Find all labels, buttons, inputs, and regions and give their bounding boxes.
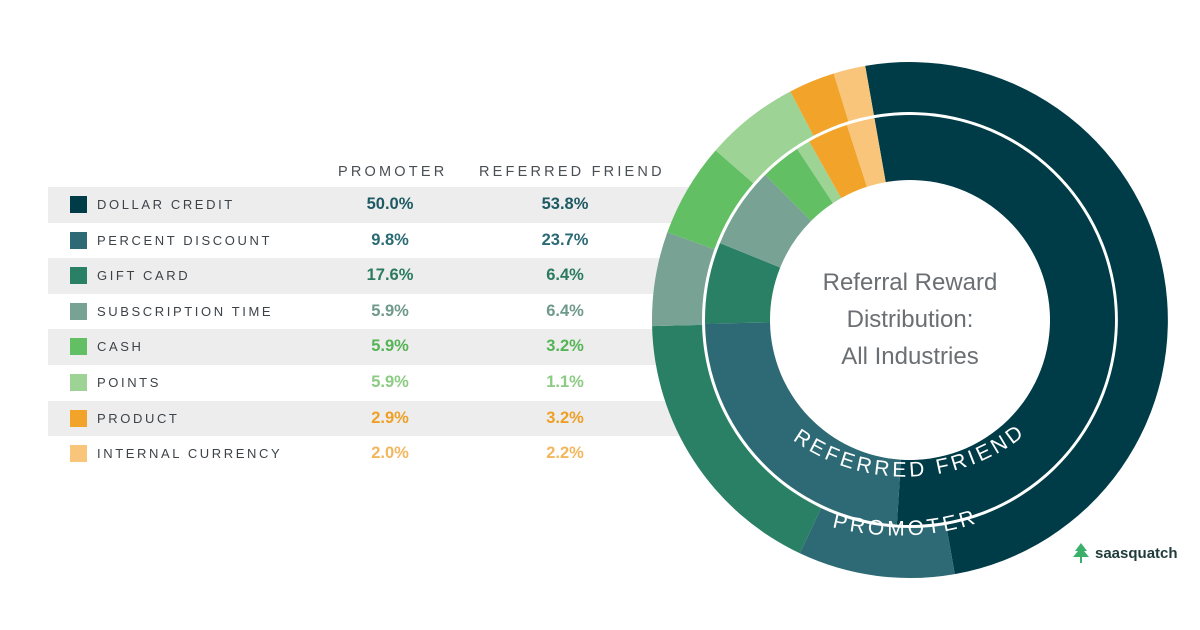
promoter-slice-percent-discount [799,508,955,578]
chart-title-line: Distribution: [847,306,974,333]
column-header-promoter: PROMOTER [338,164,448,180]
table-row: PERCENT DISCOUNT 9.8% 23.7% [48,223,688,259]
category-label: PERCENT DISCOUNT [97,232,272,248]
promoter-ring [652,62,1168,578]
category-label: POINTS [97,374,161,390]
referred-friend-slice-percent-discount [705,322,902,525]
referred-friend-slice-gift-card [705,243,781,324]
promoter-slice-product [790,73,849,136]
referred-friend-slice-points [797,141,842,204]
legend-swatch [70,409,87,427]
category-label: CASH [97,339,144,355]
promoter-value: 50.0% [366,195,414,213]
table-row: DOLLAR CREDIT 50.0% 53.8% [48,187,688,223]
legend-swatch [70,302,87,320]
chart-title-line: Referral Reward [823,269,998,296]
chart-title-line: All Industries [841,343,978,370]
promoter-slice-gift-card [652,324,822,554]
legend-swatch [70,338,87,356]
chart-title: Referral Reward Distribution: All Industri… [823,269,998,370]
legend-table: DOLLAR CREDIT 50.0% 53.8% PERCENT DISCOUNT 9… [48,187,688,472]
referred-friend-value: 1.1% [546,372,584,391]
promoter-value: 2.9% [371,408,409,427]
legend-swatch [70,445,87,463]
brand-logo: saasquatch [1072,543,1178,563]
referred-friend-slice-subscription-time [719,174,812,268]
table-row: POINTS 5.9% 1.1% [48,365,688,401]
referred-friend-value: 6.4% [546,266,584,285]
referred-friend-value: 53.8% [541,195,589,213]
referred-friend-slice-internal-currency [846,118,886,187]
table-row: SUBSCRIPTION TIME 5.9% 6.4% [48,294,688,330]
category-label: SUBSCRIPTION TIME [97,303,274,319]
table-row: INTERNAL CURRENCY 2.0% 2.2% [48,436,688,472]
promoter-slice-points [715,91,814,184]
promoter-value: 5.9% [371,301,409,320]
table-row: GIFT CARD 17.6% 6.4% [48,258,688,294]
category-label: PRODUCT [97,410,180,426]
promoter-value: 17.6% [366,266,414,285]
column-header-referred-friend: REFERRED FRIEND [479,164,665,180]
promoter-value: 5.9% [371,372,409,391]
category-label: DOLLAR CREDIT [97,197,235,212]
table-row: CASH 5.9% 3.2% [48,329,688,365]
referred-friend-value: 3.2% [546,337,584,356]
referred-friend-slice-cash [765,148,833,221]
table-row: PRODUCT 2.9% 3.2% [48,400,688,437]
referred-friend-slice-product [809,124,867,199]
category-label: GIFT CARD [97,268,191,284]
donut-chart: Referral Reward Distribution: All Industri… [652,62,1168,578]
referred-friend-value: 3.2% [546,408,584,427]
referred-friend-ring [705,115,1115,526]
tree-icon [1073,543,1089,563]
brand-name: saasquatch [1095,544,1178,562]
referred-friend-value: 6.4% [546,301,584,320]
referred-friend-slice-dollar-credit [874,115,1115,526]
referred-friend-value: 23.7% [541,230,589,249]
promoter-slice-internal-currency [833,65,874,122]
category-label: INTERNAL CURRENCY [97,446,283,462]
promoter-slice-subscription-time [652,232,715,327]
promoter-value: 5.9% [371,337,409,356]
referred-friend-value: 2.2% [546,444,584,463]
legend-swatch [70,196,87,213]
legend-swatch [70,231,87,249]
promoter-value: 2.0% [371,444,409,463]
promoter-slice-dollar-credit [865,62,1168,575]
promoter-value: 9.8% [371,230,409,249]
promoter-slice-cash [667,150,754,250]
legend-swatch [70,267,87,285]
legend-swatch [70,373,87,391]
